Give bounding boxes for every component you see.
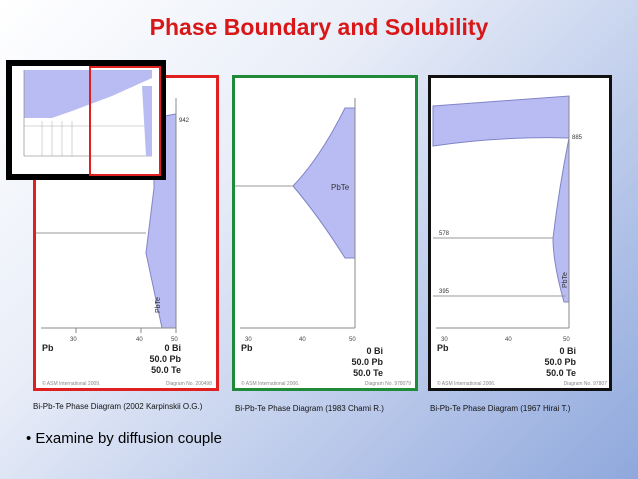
- copyright-text: © ASM International 2009.: [42, 380, 100, 387]
- caption-karpinskii: Bi-Pb-Te Phase Diagram (2002 Karpinskii …: [33, 402, 203, 411]
- axis-left-label: Pb: [437, 343, 449, 353]
- temp-label: 942: [179, 118, 190, 124]
- copyright-text: © ASM International 2006.: [437, 380, 495, 387]
- temp-label: 885: [572, 135, 583, 141]
- axis-right-label: 0 Bi: [366, 346, 383, 356]
- pbte-phase-region: [432, 95, 570, 303]
- axis-right-label: 0 Bi: [559, 346, 576, 356]
- x-tick: 50: [563, 337, 570, 343]
- axis-right-label: 50.0 Te: [546, 368, 576, 378]
- x-tick: 50: [171, 337, 178, 343]
- axis-right-label: 50.0 Te: [353, 368, 383, 378]
- phase-diagram-panel-hirai: 885 578 395 PbTe 30 40 50 Pb 0 Bi 50.0 P…: [428, 75, 612, 391]
- diagram-number: Diagram No. 978079: [365, 381, 411, 387]
- copyright-text: © ASM International 2006.: [241, 380, 299, 387]
- x-tick: 50: [349, 337, 356, 343]
- caption-chami: Bi-Pb-Te Phase Diagram (1983 Chami R.): [235, 404, 384, 413]
- overview-thumbnail: [6, 60, 166, 180]
- zoom-region-marker: [89, 66, 161, 176]
- axis-right-label: 50.0 Pb: [544, 357, 576, 367]
- phase-label: PbTe: [155, 297, 162, 313]
- temp-label: 578: [439, 231, 450, 237]
- diagram-number: Diagram No. 200498: [166, 381, 212, 387]
- temp-label: 395: [439, 289, 450, 295]
- axis-right-label: 50.0 Pb: [351, 357, 383, 367]
- x-tick: 30: [70, 337, 77, 343]
- axis-right-label: 0 Bi: [164, 343, 181, 353]
- x-tick: 30: [245, 337, 252, 343]
- phase-diagram-panel-chami: PbTe 30 40 50 Pb 0 Bi 50.0 Pb 50.0 Te © …: [232, 75, 418, 391]
- diagram-number: Diagram No. 97807: [564, 381, 608, 387]
- slide-title: Phase Boundary and Solubility: [149, 14, 489, 40]
- axis-right-label: 50.0 Pb: [149, 354, 181, 364]
- x-tick: 40: [136, 337, 143, 343]
- phase-label: PbTe: [562, 272, 569, 288]
- axis-left-label: Pb: [241, 343, 253, 353]
- axis-left-label: Pb: [42, 343, 54, 353]
- phase-label: PbTe: [331, 183, 350, 192]
- x-tick: 40: [505, 337, 512, 343]
- caption-hirai: Bi-Pb-Te Phase Diagram (1967 Hirai T.): [430, 404, 571, 413]
- axis-right-label: 50.0 Te: [151, 365, 181, 375]
- bullet-point: • Examine by diffusion couple: [26, 430, 222, 447]
- x-tick: 30: [441, 337, 448, 343]
- x-tick: 40: [299, 337, 306, 343]
